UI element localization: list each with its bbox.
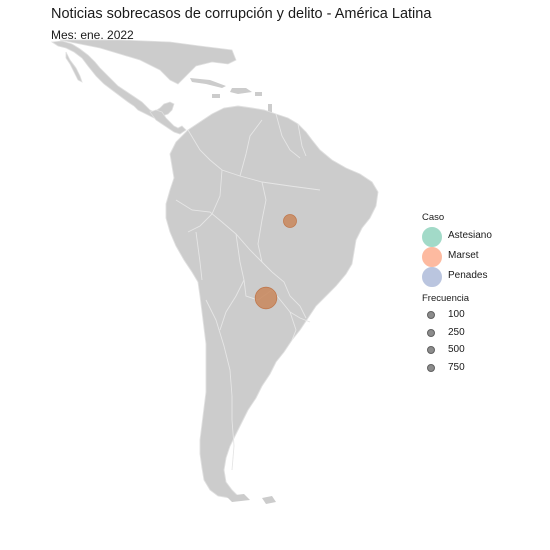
- central-america-shape: [149, 109, 187, 135]
- cuba-shape: [190, 78, 226, 88]
- legend-swatch-marset: [422, 247, 442, 267]
- legend: Caso Astesiano Marset Penades Frecuencia…: [422, 212, 492, 379]
- legend-item-astesiano: Astesiano: [422, 227, 492, 247]
- islands-shape: [212, 92, 272, 114]
- legend-frequency-750: 750: [422, 361, 469, 379]
- marker-marset-paraguay: [254, 286, 278, 310]
- legend-frequency-250: 250: [422, 326, 469, 344]
- marker-layer: [254, 214, 297, 310]
- legend-frequency-500: 500: [422, 343, 469, 361]
- map-subtitle: Mes: ene. 2022: [51, 28, 134, 42]
- hispaniola-shape: [230, 88, 252, 94]
- legend-item-penades: Penades: [422, 267, 487, 287]
- baja-shape: [65, 51, 83, 83]
- legend-dot-500: [427, 346, 435, 354]
- legend-swatch-astesiano: [422, 227, 442, 247]
- legend-label-marset: Marset: [448, 250, 479, 261]
- legend-label-penades: Penades: [448, 270, 488, 281]
- legend-frequency-label: 100: [448, 309, 465, 320]
- legend-frequency-label: 500: [448, 344, 465, 355]
- legend-frequency-label: 250: [448, 326, 465, 338]
- legend-frequency-100: 100: [422, 308, 469, 326]
- marker-marset-brasil: [283, 214, 297, 228]
- legend-label-astesiano: Astesiano: [448, 230, 492, 241]
- legend-case-title: Caso: [422, 212, 445, 223]
- legend-frequency-title: Frecuencia: [422, 293, 469, 304]
- falklands-shape: [262, 496, 276, 504]
- legend-item-marset: Marset: [422, 247, 479, 267]
- legend-dot-750: [427, 363, 435, 372]
- north-edge-shape: [59, 39, 237, 85]
- legend-swatch-penades: [422, 267, 442, 287]
- legend-dot-100: [427, 311, 435, 319]
- mexico-shape: [50, 40, 175, 119]
- legend-dot-250: [427, 328, 435, 337]
- tierra-del-fuego-shape: [226, 494, 250, 502]
- map-title: Noticias sobrecasos de corrupción y deli…: [51, 6, 432, 22]
- legend-frequency-label: 750: [448, 361, 465, 373]
